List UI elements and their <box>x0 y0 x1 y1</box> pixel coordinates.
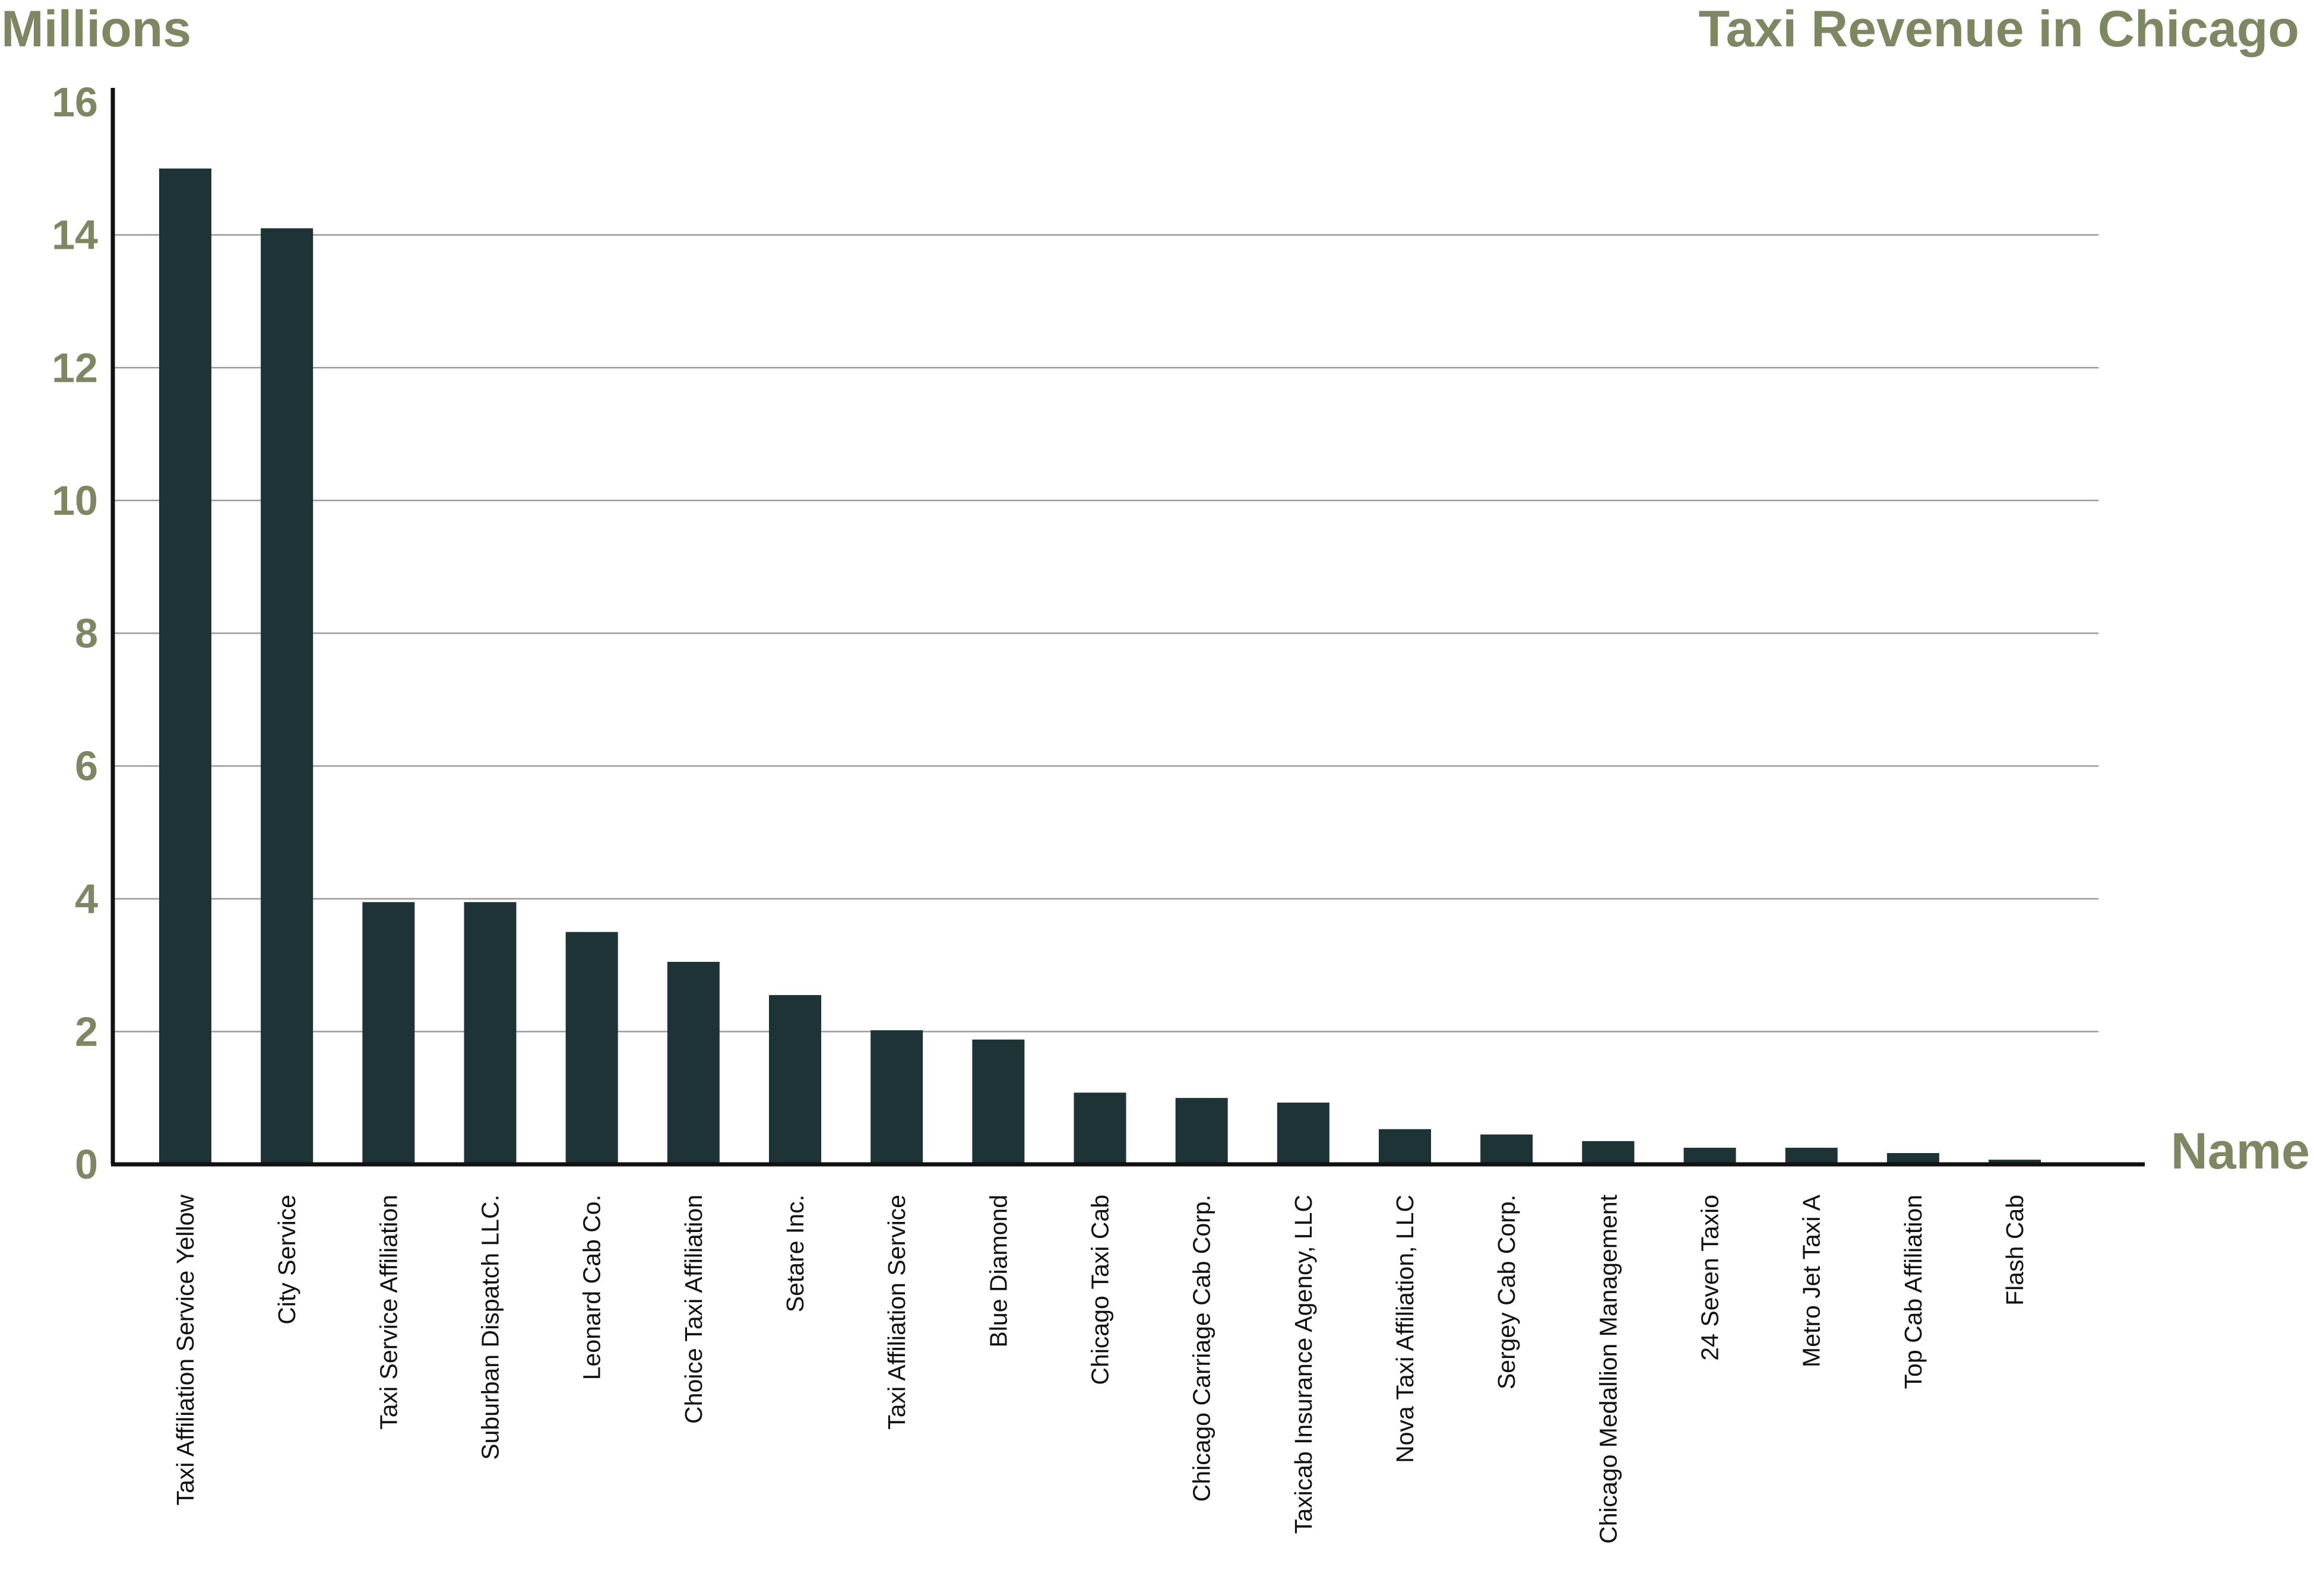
x-tick-labels: Taxi Affiliation Service Yellow City Serv… <box>172 1194 2028 1544</box>
x-tick-label: Taxi Service Affiliation <box>375 1195 402 1430</box>
x-tick-label: Choice Taxi Affiliation <box>680 1195 707 1424</box>
x-tick-label: Chicago Medallion Management <box>1594 1194 1622 1544</box>
x-tick-label: Chicago Taxi Cab <box>1087 1195 1114 1385</box>
x-tick-label: Suburban Dispatch LLC. <box>477 1195 504 1460</box>
x-tick-label: City Service <box>273 1195 300 1325</box>
x-tick-label: Leonard Cab Co. <box>578 1195 606 1380</box>
x-tick-label: 24 Seven Taxio <box>1696 1195 1724 1361</box>
x-tick-label: Taxi Affiliation Service Yellow <box>172 1195 199 1506</box>
bar <box>1886 1152 1939 1164</box>
bar <box>1989 1160 2041 1164</box>
bar <box>1379 1129 1431 1164</box>
x-axis-label: Name <box>2171 1123 2310 1180</box>
y-tick-label: 10 <box>52 477 98 524</box>
y-axis-label: Millions <box>1 1 191 58</box>
bar <box>1074 1092 1126 1164</box>
y-tick-label: 14 <box>52 212 98 258</box>
bars <box>159 168 2041 1165</box>
x-tick-label: Flash Cab <box>2001 1195 2028 1306</box>
x-tick-label: Metro Jet Taxi A <box>1798 1194 1825 1367</box>
chart-title: Taxi Revenue in Chicago <box>1698 1 2299 58</box>
gridlines <box>113 234 2098 1033</box>
x-tick-label: Taxi Affiliation Service <box>883 1195 910 1430</box>
x-tick-label: Sergey Cab Corp. <box>1493 1195 1520 1389</box>
y-tick-label: 0 <box>75 1141 98 1188</box>
y-tick-labels: 0 2 4 6 8 10 12 14 16 <box>52 79 98 1188</box>
bar <box>1785 1148 1838 1164</box>
x-tick-label: Nova Taxi Affiliation, LLC <box>1391 1195 1419 1463</box>
bar <box>1175 1098 1228 1164</box>
x-tick-label: Chicago Carriage Cab Corp. <box>1188 1195 1215 1502</box>
bar <box>362 902 415 1164</box>
bar <box>464 902 517 1164</box>
bar <box>1480 1134 1533 1164</box>
x-tick-label: Taxicab Insurance Agency, LLC <box>1290 1195 1317 1534</box>
bar <box>769 995 821 1164</box>
bar <box>972 1039 1025 1164</box>
bar <box>1683 1148 1736 1164</box>
x-tick-label: Setare Inc. <box>781 1195 809 1312</box>
bar <box>870 1030 923 1164</box>
x-tick-label: Blue Diamond <box>985 1195 1012 1348</box>
bar <box>1582 1141 1635 1164</box>
bar <box>261 228 314 1165</box>
bar <box>1277 1103 1329 1164</box>
y-tick-label: 16 <box>52 79 98 125</box>
y-tick-label: 2 <box>75 1008 98 1054</box>
bar <box>565 932 618 1164</box>
y-tick-label: 6 <box>75 743 98 789</box>
y-tick-label: 12 <box>52 344 98 391</box>
y-tick-label: 8 <box>75 610 98 657</box>
x-tick-label: Top Cab Affiliation <box>1900 1195 1927 1389</box>
bar <box>667 961 720 1164</box>
y-tick-label: 4 <box>75 876 98 922</box>
bar <box>159 168 211 1164</box>
